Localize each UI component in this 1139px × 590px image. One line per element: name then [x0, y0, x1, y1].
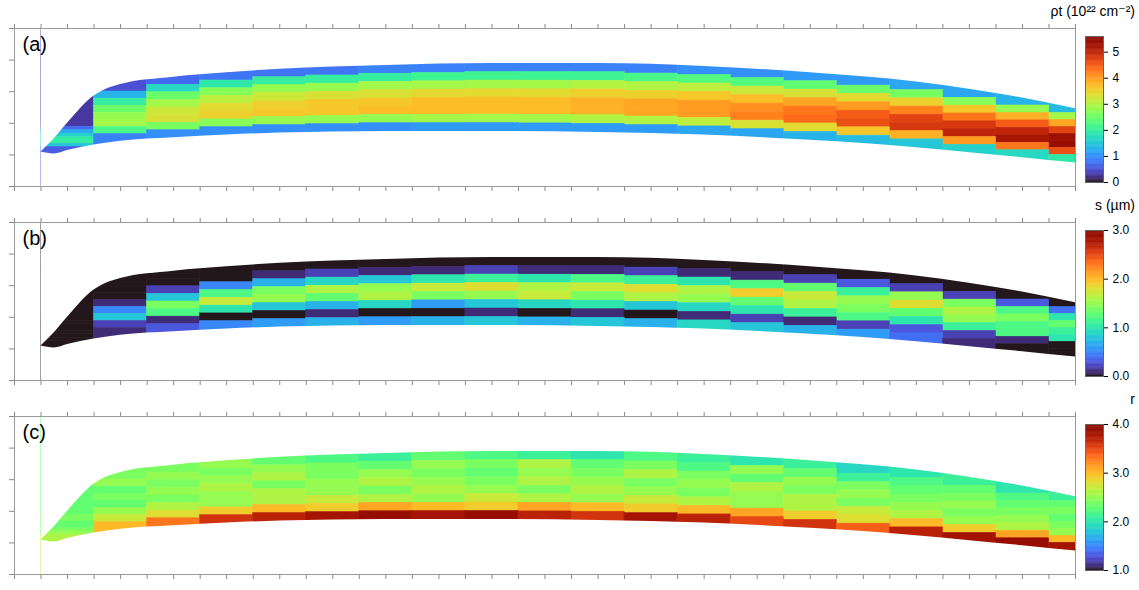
svg-text:(a): (a): [23, 33, 47, 55]
svg-text:(b): (b): [23, 227, 47, 249]
svg-text:3: 3: [1113, 97, 1120, 111]
svg-text:1.0: 1.0: [1113, 563, 1130, 577]
svg-text:1: 1: [1113, 149, 1120, 163]
svg-text:0.0: 0.0: [1113, 369, 1130, 383]
svg-text:4.0: 4.0: [1113, 417, 1130, 431]
html-text:ρt (10²² cm⁻²): ρt (10²² cm⁻²): [1050, 3, 1135, 19]
svg-text:(c): (c): [23, 421, 46, 443]
svg-text:2.0: 2.0: [1113, 272, 1130, 286]
html-text:r: r: [1130, 391, 1135, 407]
svg-text:3.0: 3.0: [1113, 466, 1130, 480]
svg-text:3.0: 3.0: [1113, 223, 1130, 237]
svg-text:2.0: 2.0: [1113, 515, 1130, 529]
svg-text:2: 2: [1113, 123, 1120, 137]
svg-text:4: 4: [1113, 71, 1120, 85]
html-text:s (µm): s (µm): [1095, 197, 1135, 213]
svg-text:5: 5: [1113, 45, 1120, 59]
svg-text:0: 0: [1113, 175, 1120, 189]
svg-text:1.0: 1.0: [1113, 321, 1130, 335]
